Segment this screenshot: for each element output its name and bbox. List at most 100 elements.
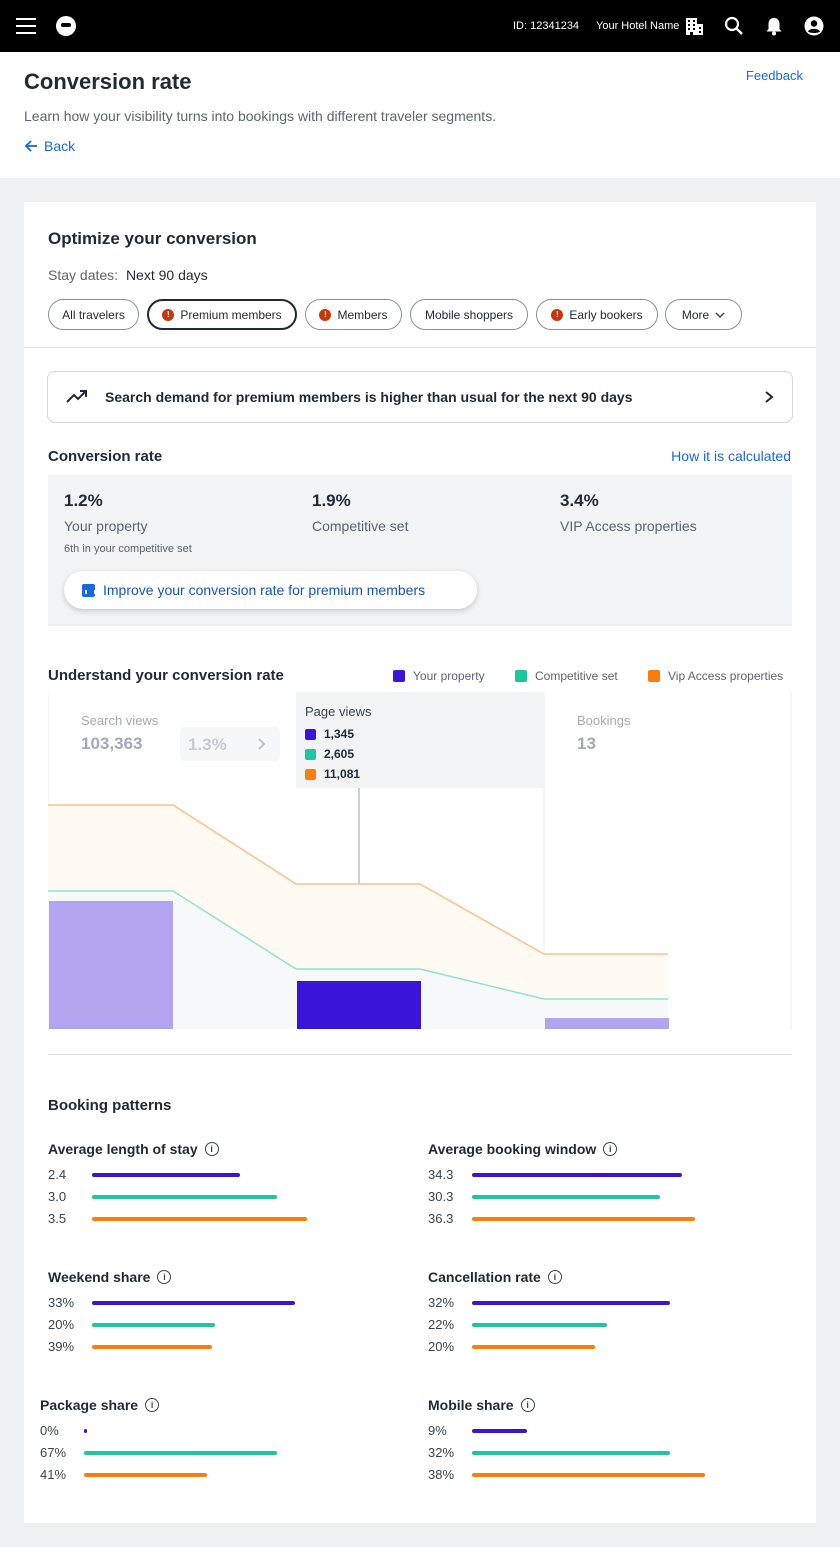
arrow-left-icon xyxy=(24,140,37,152)
improve-conversion-button[interactable]: Improve your conversion rate for premium… xyxy=(64,571,477,609)
back-label: Back xyxy=(44,138,76,154)
metric-label: VIP Access properties xyxy=(560,518,697,534)
bell-icon[interactable] xyxy=(764,16,784,36)
metric-label: Your property xyxy=(64,518,148,534)
bar-competitive-set xyxy=(92,1195,277,1199)
filter-all-travelers[interactable]: All travelers xyxy=(48,299,139,330)
warning-icon: ! xyxy=(162,308,175,321)
how-calculated-link[interactable]: How it is calculated xyxy=(671,448,791,464)
filter-label: Members xyxy=(337,307,388,322)
bar-vip-access xyxy=(472,1473,705,1477)
bar-value: 67% xyxy=(40,1445,67,1460)
bar-competitive-set xyxy=(472,1451,670,1455)
competitive-area xyxy=(48,891,668,1029)
pattern-title: Weekend share i xyxy=(48,1268,408,1286)
chart-icon xyxy=(82,583,96,597)
rank-text: 6th in your competitive set xyxy=(64,543,192,555)
pattern-bars: 33% 20% 39% xyxy=(48,1293,408,1359)
metric-vip-access: 3.4% VIP Access properties xyxy=(560,491,697,534)
bar-page-views[interactable] xyxy=(297,981,421,1029)
bar-competitive-set xyxy=(84,1451,277,1455)
bar-your-property xyxy=(472,1173,682,1177)
bar-value: 33% xyxy=(48,1295,75,1310)
pattern-bars: 34.3 30.3 36.3 xyxy=(428,1165,788,1231)
legend-swatch xyxy=(515,670,527,682)
bar-vip-access xyxy=(472,1217,695,1221)
stage-label-bookings: Bookings xyxy=(577,713,631,728)
demand-alert-banner[interactable]: Search demand for premium members is hig… xyxy=(47,371,793,423)
pattern-bars: 0% 67% 41% xyxy=(40,1421,400,1487)
account-icon[interactable] xyxy=(804,16,824,36)
filter-members[interactable]: ! Members xyxy=(305,299,402,330)
stage-value-bookings: 13 xyxy=(577,734,596,753)
stay-dates: Stay dates: Next 90 days xyxy=(48,267,208,283)
hotel-name[interactable]: Your Hotel Name xyxy=(596,20,680,32)
bar-row-vip-access: 3.5 xyxy=(48,1209,408,1231)
filter-mobile-shoppers[interactable]: Mobile shoppers xyxy=(410,299,528,330)
pattern-average-booking-window: Average booking window i 34.3 30.3 36.3 xyxy=(428,1140,788,1231)
bar-row-your-property: 9% xyxy=(428,1421,788,1443)
info-icon[interactable]: i xyxy=(204,1142,219,1156)
legend-swatch xyxy=(393,670,405,682)
bar-row-your-property: 32% xyxy=(428,1293,788,1315)
bar-row-competitive-set: 20% xyxy=(48,1315,408,1337)
ratio-chip[interactable]: 1.3% xyxy=(180,727,280,761)
filter-label: Premium members xyxy=(180,307,282,322)
tooltip-row-competitive-set: 2,605 xyxy=(305,747,354,761)
back-link[interactable]: Back xyxy=(24,138,75,154)
info-icon[interactable]: i xyxy=(520,1398,535,1412)
bar-row-competitive-set: 67% xyxy=(40,1443,400,1465)
competitive-line xyxy=(48,890,668,1000)
filter-early-bookers[interactable]: ! Early bookers xyxy=(536,299,658,330)
legend-label: Competitive set xyxy=(535,669,618,683)
bar-vip-access xyxy=(472,1345,595,1349)
bar-value: 32% xyxy=(428,1295,455,1310)
filter-more-dropdown[interactable]: More xyxy=(665,299,742,330)
tooltip-row-vip-access: 11,081 xyxy=(305,767,360,781)
bar-search-views[interactable] xyxy=(49,901,173,1029)
metric-your-property: 1.2% Your property xyxy=(64,491,148,534)
top-nav-bar: ID: 12341234 Your Hotel Name xyxy=(0,0,840,52)
trending-up-icon xyxy=(66,390,87,403)
metric-value: 1.9% xyxy=(312,491,351,510)
bar-row-vip-access: 38% xyxy=(428,1465,788,1487)
legend-competitive-set: Competitive set xyxy=(515,669,618,683)
bar-bookings[interactable] xyxy=(545,1018,669,1029)
warning-icon: ! xyxy=(319,308,332,321)
pattern-title-text: Average length of stay xyxy=(48,1141,198,1157)
optimize-title: Optimize your conversion xyxy=(48,229,257,248)
pattern-bars: 32% 22% 20% xyxy=(428,1293,788,1359)
pattern-title: Average length of stay i xyxy=(48,1140,408,1158)
bar-competitive-set xyxy=(92,1323,215,1327)
bar-row-competitive-set: 22% xyxy=(428,1315,788,1337)
bar-row-your-property: 34.3 xyxy=(428,1165,788,1187)
bar-row-vip-access: 41% xyxy=(40,1465,400,1487)
tooltip-value: 11,081 xyxy=(324,767,361,781)
conversion-card: Optimize your conversion Stay dates: Nex… xyxy=(24,202,816,1523)
building-icon[interactable] xyxy=(684,16,704,36)
bar-value: 39% xyxy=(48,1339,75,1354)
info-icon[interactable]: i xyxy=(145,1398,160,1412)
bar-row-competitive-set: 3.0 xyxy=(48,1187,408,1209)
bar-your-property xyxy=(472,1429,527,1433)
menu-icon[interactable] xyxy=(16,18,36,34)
bar-value: 20% xyxy=(428,1339,455,1354)
search-icon[interactable] xyxy=(724,16,744,36)
tooltip-value: 2,605 xyxy=(324,747,355,761)
bar-value: 34.3 xyxy=(428,1167,454,1182)
page-title: Conversion rate xyxy=(24,69,192,94)
brand-logo[interactable] xyxy=(56,16,76,36)
info-icon[interactable]: i xyxy=(547,1270,562,1284)
pattern-cancellation-rate: Cancellation rate i 32% 22% 20% xyxy=(428,1268,788,1359)
filter-premium-members[interactable]: ! Premium members xyxy=(147,299,297,330)
metric-label: Competitive set xyxy=(312,518,409,534)
info-icon[interactable]: i xyxy=(157,1270,172,1284)
tooltip-swatch xyxy=(305,748,316,760)
legend-label: Vip Access properties xyxy=(668,669,784,683)
account-id: ID: 12341234 xyxy=(513,20,580,32)
feedback-link[interactable]: Feedback xyxy=(745,68,803,83)
tooltip-value: 1,345 xyxy=(324,727,355,741)
bar-your-property xyxy=(84,1429,87,1433)
bar-your-property xyxy=(92,1173,240,1177)
info-icon[interactable]: i xyxy=(603,1142,618,1156)
